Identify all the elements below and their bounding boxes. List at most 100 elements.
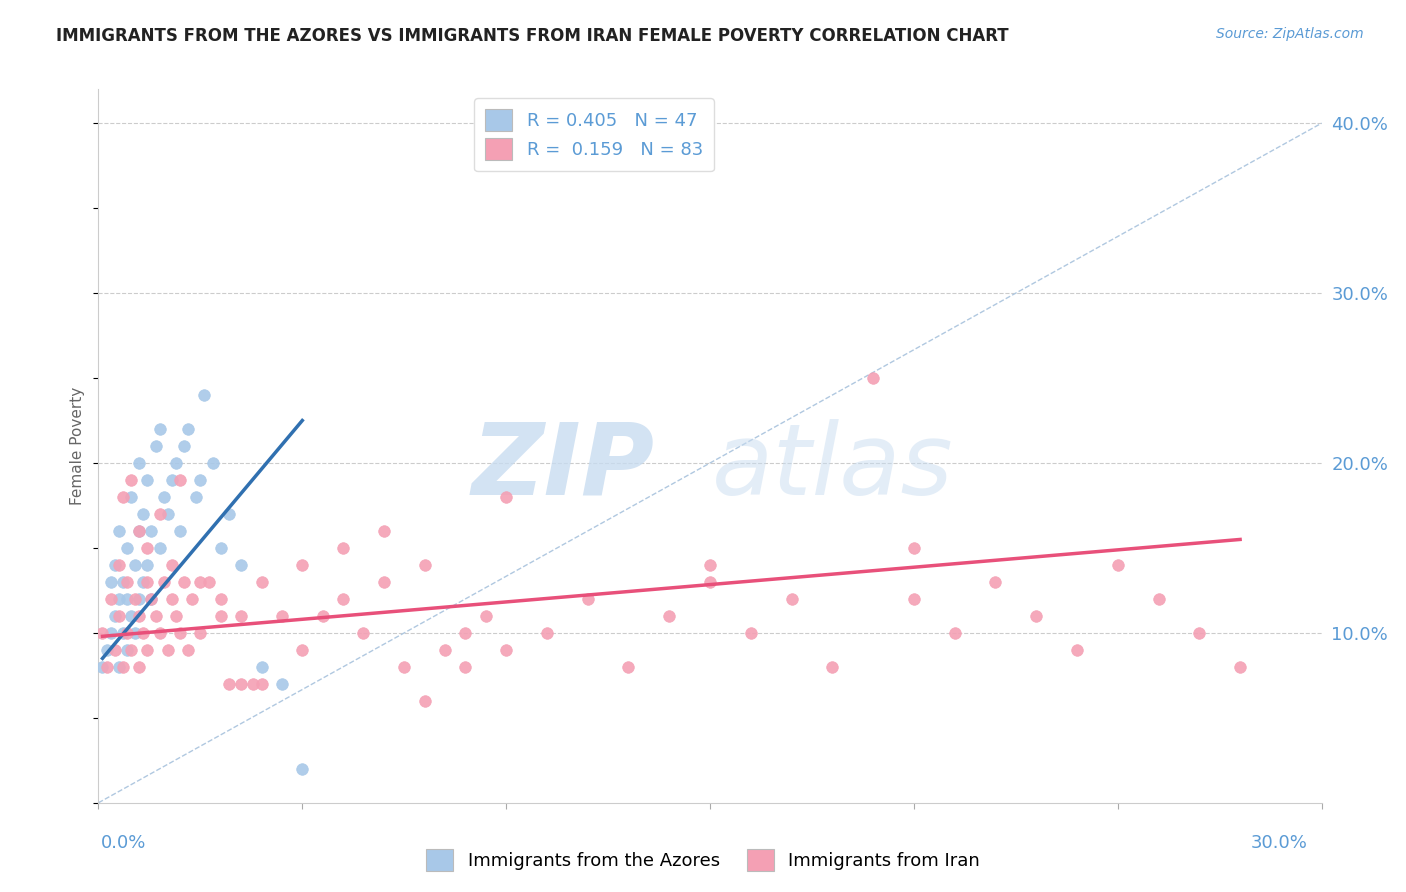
Point (156, 643, 179, 657)
Point (291, 762, 314, 776)
Text: Source: ZipAtlas.com: Source: ZipAtlas.com (1216, 27, 1364, 41)
Text: 30.0%: 30.0% (1251, 834, 1308, 852)
Point (780, 591, 803, 606)
Point (250, 574, 273, 589)
Point (124, 558, 146, 572)
Point (104, 608, 127, 623)
Point (136, 541, 159, 555)
Point (242, 677, 264, 691)
Point (96, 660, 118, 674)
Point (1147, 591, 1170, 606)
Point (91, 626, 114, 640)
Point (124, 626, 146, 640)
Point (104, 643, 127, 657)
Point (152, 490, 174, 504)
Point (160, 558, 183, 572)
Y-axis label: Female Poverty: Female Poverty (70, 387, 86, 505)
Point (115, 574, 138, 589)
Point (209, 591, 232, 606)
Point (231, 608, 253, 623)
Point (984, 574, 1007, 589)
Point (169, 524, 191, 538)
Point (115, 591, 138, 606)
Point (124, 591, 146, 606)
Point (352, 626, 374, 640)
Point (145, 608, 167, 623)
Point (120, 608, 142, 623)
Point (136, 574, 159, 589)
Point (495, 490, 517, 504)
Point (862, 371, 884, 385)
Text: atlas: atlas (711, 419, 953, 516)
Point (132, 626, 155, 640)
Point (576, 591, 599, 606)
Legend: Immigrants from the Azores, Immigrants from Iran: Immigrants from the Azores, Immigrants f… (419, 842, 987, 879)
Point (250, 660, 273, 674)
Point (100, 626, 122, 640)
Point (128, 524, 150, 538)
Point (201, 456, 224, 470)
Point (128, 524, 150, 538)
Point (111, 574, 134, 589)
Point (136, 558, 159, 572)
Point (128, 608, 150, 623)
Point (120, 643, 142, 657)
Point (218, 677, 240, 691)
Point (111, 660, 134, 674)
Point (108, 591, 131, 606)
Point (108, 660, 131, 674)
Point (186, 490, 208, 504)
Point (108, 558, 131, 572)
Point (115, 541, 138, 555)
Point (141, 524, 163, 538)
Point (111, 490, 134, 504)
Point (312, 608, 335, 623)
Point (149, 422, 172, 436)
Point (165, 456, 187, 470)
Point (149, 626, 172, 640)
Point (132, 574, 155, 589)
Text: 0.0%: 0.0% (101, 834, 146, 852)
Point (165, 608, 187, 623)
Point (332, 541, 354, 555)
Point (1066, 643, 1088, 657)
Point (132, 507, 155, 521)
Point (145, 439, 167, 453)
Point (177, 643, 200, 657)
Point (197, 574, 219, 589)
Point (108, 524, 131, 538)
Point (270, 677, 294, 691)
Point (160, 473, 183, 487)
Point (332, 591, 354, 606)
Point (193, 388, 215, 402)
Point (231, 677, 253, 691)
Point (1188, 626, 1211, 640)
Point (188, 626, 212, 640)
Point (740, 626, 762, 640)
Point (188, 473, 212, 487)
Point (188, 574, 212, 589)
Point (617, 660, 640, 674)
Point (100, 591, 122, 606)
Point (658, 608, 681, 623)
Point (231, 558, 253, 572)
Point (373, 574, 395, 589)
Point (454, 660, 477, 674)
Point (115, 643, 138, 657)
Point (141, 591, 163, 606)
Point (160, 591, 183, 606)
Point (136, 643, 159, 657)
Point (413, 694, 436, 708)
Point (413, 558, 436, 572)
Point (454, 626, 477, 640)
Point (91, 660, 114, 674)
Point (128, 456, 150, 470)
Point (1025, 608, 1047, 623)
Point (181, 591, 204, 606)
Point (96, 643, 118, 657)
Point (156, 507, 179, 521)
Point (1229, 660, 1251, 674)
Point (169, 473, 191, 487)
Point (141, 591, 163, 606)
Point (169, 626, 191, 640)
